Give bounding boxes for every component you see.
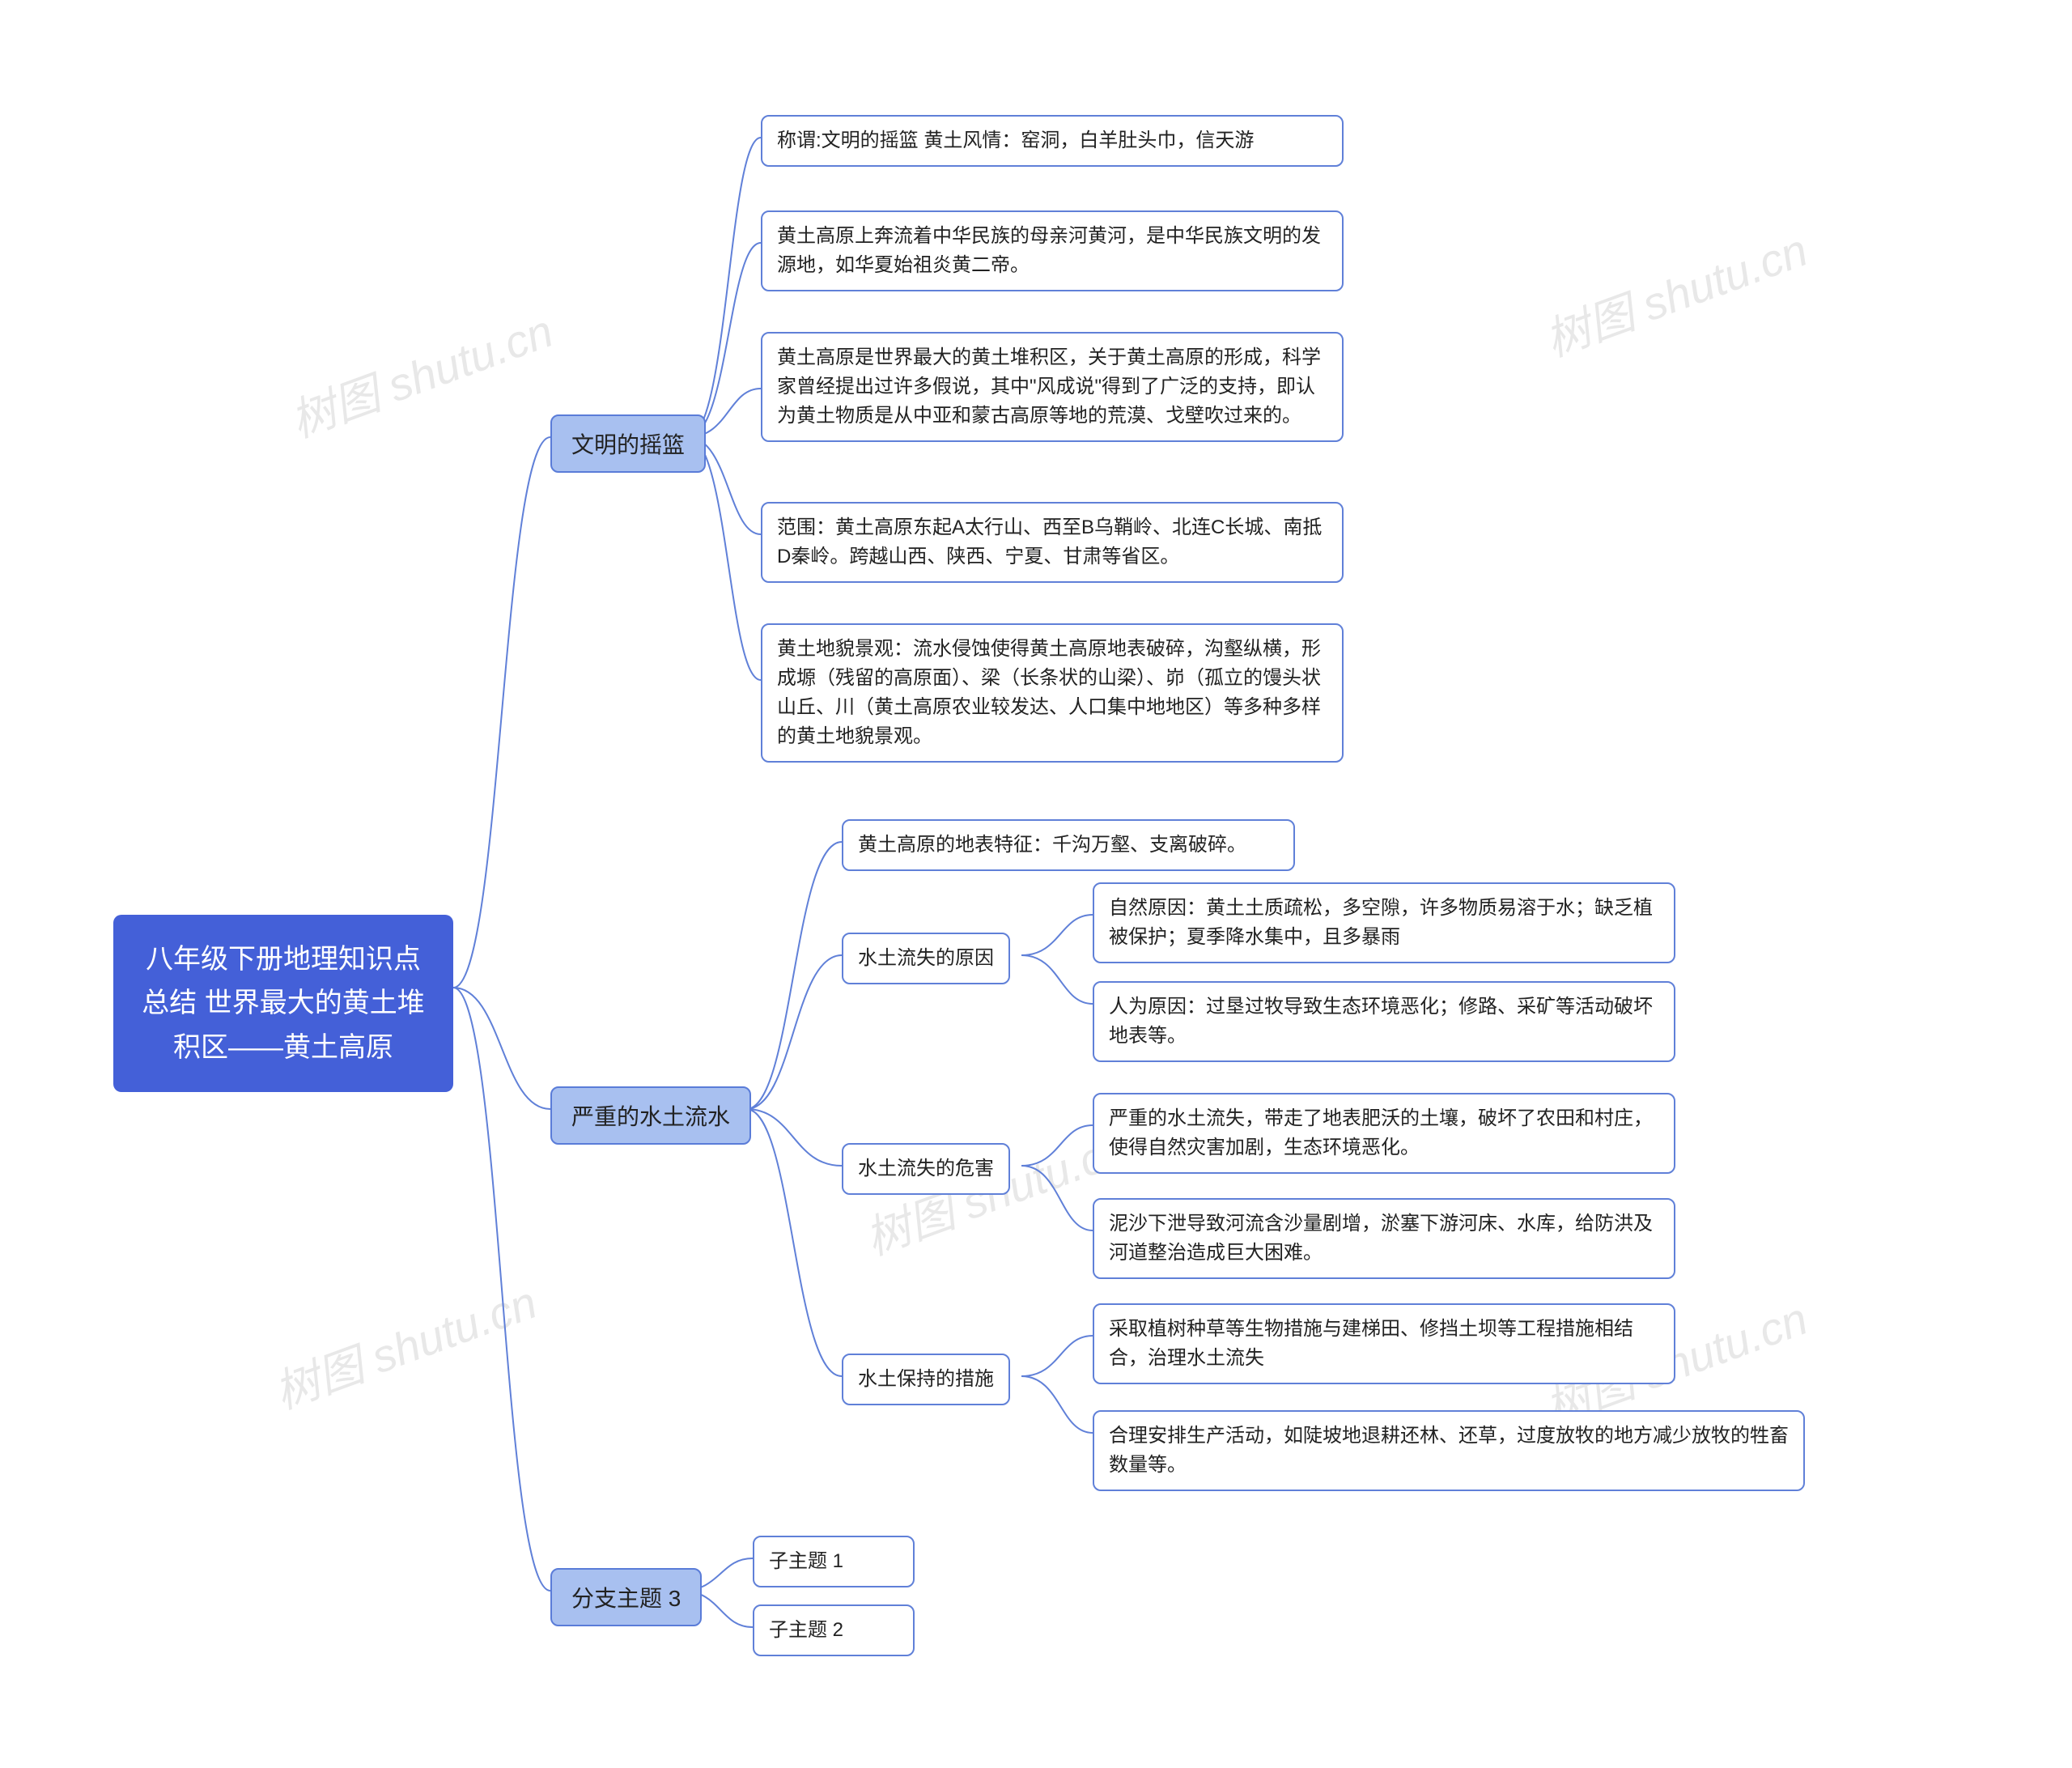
leaf-node[interactable]: 自然原因：黄土土质疏松，多空隙，许多物质易溶于水；缺乏植被保护；夏季降水集中，且… [1093,882,1675,963]
watermark: 树图 shutu.cn [280,295,561,450]
leaf-node[interactable]: 泥沙下泄导致河流含沙量剧增，淤塞下游河床、水库，给防洪及河道整治造成巨大困难。 [1093,1198,1675,1279]
subnode-harm[interactable]: 水土流失的危害 [842,1143,1010,1195]
leaf-node[interactable]: 黄土地貌景观：流水侵蚀使得黄土高原地表破碎，沟壑纵横，形成塬（残留的高原面）、梁… [761,623,1344,763]
subnode-cause[interactable]: 水土流失的原因 [842,933,1010,984]
watermark: 树图 shutu.cn [264,1266,545,1422]
leaf-node[interactable]: 子主题 1 [753,1536,915,1587]
branch-soil-erosion[interactable]: 严重的水土流水 [550,1086,751,1145]
subnode-measure[interactable]: 水土保持的措施 [842,1354,1010,1405]
branch-placeholder[interactable]: 分支主题 3 [550,1568,702,1626]
root-node[interactable]: 八年级下册地理知识点总结 世界最大的黄土堆积区——黄土高原 [113,915,453,1092]
branch-civilization[interactable]: 文明的摇篮 [550,414,706,473]
leaf-node[interactable]: 合理安排生产活动，如陡坡地退耕还林、还草，过度放牧的地方减少放牧的牲畜数量等。 [1093,1410,1805,1491]
leaf-node[interactable]: 子主题 2 [753,1604,915,1656]
leaf-node[interactable]: 采取植树种草等生物措施与建梯田、修挡土坝等工程措施相结合，治理水土流失 [1093,1303,1675,1384]
watermark: 树图 shutu.cn [1535,214,1815,369]
leaf-node[interactable]: 称谓:文明的摇篮 黄土风情：窑洞，白羊肚头巾，信天游 [761,115,1344,167]
leaf-node[interactable]: 人为原因：过垦过牧导致生态环境恶化；修路、采矿等活动破坏地表等。 [1093,981,1675,1062]
leaf-node[interactable]: 黄土高原的地表特征：千沟万壑、支离破碎。 [842,819,1295,871]
leaf-node[interactable]: 范围：黄土高原东起A太行山、西至B乌鞘岭、北连C长城、南抵D秦岭。跨越山西、陕西… [761,502,1344,583]
leaf-node[interactable]: 黄土高原是世界最大的黄土堆积区，关于黄土高原的形成，科学家曾经提出过许多假说，其… [761,332,1344,442]
leaf-node[interactable]: 黄土高原上奔流着中华民族的母亲河黄河，是中华民族文明的发源地，如华夏始祖炎黄二帝… [761,210,1344,291]
leaf-node[interactable]: 严重的水土流失，带走了地表肥沃的土壤，破坏了农田和村庄，使得自然灾害加剧，生态环… [1093,1093,1675,1174]
mindmap-canvas: 树图 shutu.cn 树图 shutu.cn 树图 shutu.cn 树图 s… [0,0,2072,1768]
